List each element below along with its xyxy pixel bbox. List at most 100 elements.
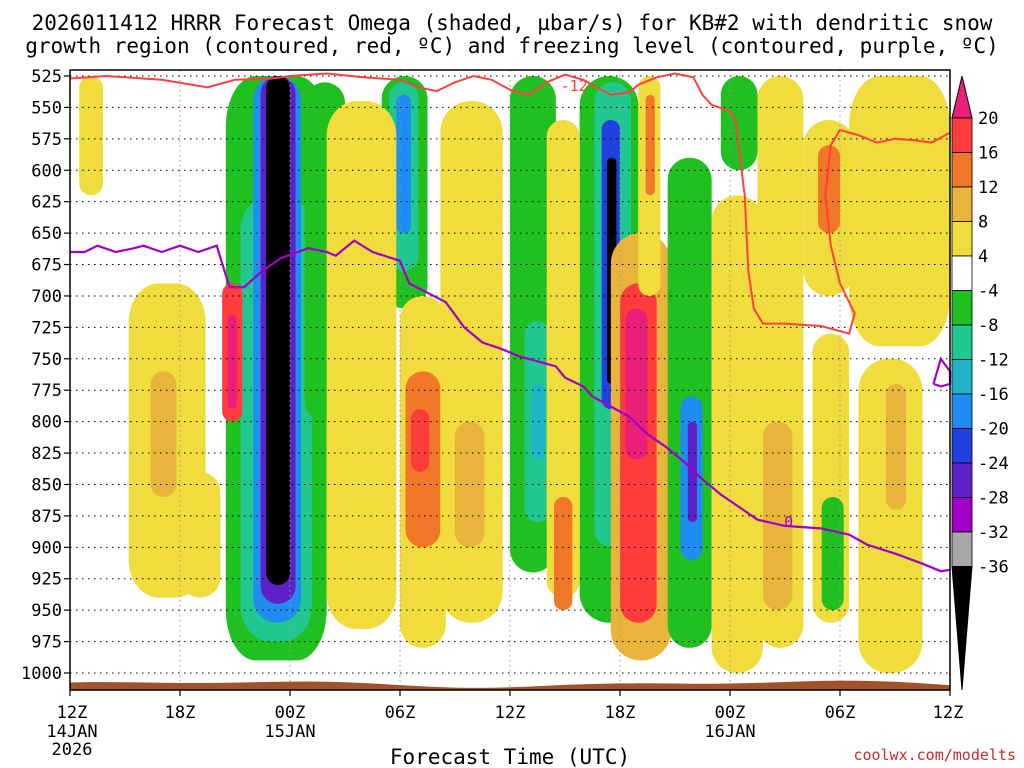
omega-cell xyxy=(885,383,906,510)
contours: -12 0 xyxy=(69,72,952,573)
colorbar-label: -28 xyxy=(978,489,1009,509)
colorbar-label: 12 xyxy=(978,178,998,198)
colorbar-top-arrow xyxy=(951,75,973,119)
omega-cell xyxy=(849,76,950,347)
y-tick-label: 825 xyxy=(31,444,62,464)
omega-cell xyxy=(645,94,655,196)
x-tick-date-label: 14JAN xyxy=(46,722,97,742)
colorbar-label: 16 xyxy=(978,144,998,164)
y-tick-label: 875 xyxy=(31,507,62,527)
y-tick-label: 650 xyxy=(31,224,62,244)
omega-cell xyxy=(455,421,485,548)
omega-cell xyxy=(180,471,221,598)
colorbar-label: -8 xyxy=(978,316,998,336)
colorbar-label: 20 xyxy=(978,109,998,129)
omega-cell xyxy=(411,409,430,472)
colorbar-label: -4 xyxy=(978,282,998,302)
x-tick-label: 00Z xyxy=(275,703,306,723)
x-tick-label: 12Z xyxy=(57,703,88,723)
x-tick-date-label: 16JAN xyxy=(704,722,755,742)
y-tick-label: 750 xyxy=(31,350,62,370)
colorbar-segment xyxy=(951,393,973,429)
colorbar-label: 8 xyxy=(978,213,988,233)
x-tick-year-label: 2026 xyxy=(52,740,93,760)
omega-cell xyxy=(326,101,397,630)
y-tick-label: 550 xyxy=(31,98,62,118)
colorbar-segment xyxy=(951,117,973,153)
y-tick-label: 900 xyxy=(31,538,62,558)
y-axis: 525 550 575 600 625 650 675 700 725 750 775 800 825 8… xyxy=(21,67,70,684)
y-tick-label: 700 xyxy=(31,287,62,307)
x-tick-label: 00Z xyxy=(715,703,746,723)
omega-cell xyxy=(720,76,758,171)
snow-growth-contour xyxy=(69,72,951,335)
omega-cell xyxy=(227,314,237,410)
colorbar-label: 4 xyxy=(978,247,988,267)
y-tick-label: 800 xyxy=(31,413,62,433)
y-tick-label: 600 xyxy=(31,161,62,181)
credit-text: coolwx.com/modelts xyxy=(853,746,1016,764)
colorbar-segment xyxy=(951,290,973,326)
y-tick-label: 975 xyxy=(31,633,62,653)
colorbar-label: -12 xyxy=(978,351,1009,371)
x-tick-label: 18Z xyxy=(605,703,636,723)
omega-cell xyxy=(818,145,840,234)
terrain-surface xyxy=(70,680,950,690)
x-tick-label: 12Z xyxy=(495,703,526,723)
omega-cell xyxy=(554,497,573,611)
snow-growth-contour-label: -12 xyxy=(561,77,588,95)
y-tick-label: 725 xyxy=(31,318,62,338)
x-tick-date-label: 15JAN xyxy=(264,722,315,742)
omega-cell xyxy=(821,497,844,611)
colorbar-label: -20 xyxy=(978,420,1009,440)
colorbar-segment xyxy=(951,324,973,360)
omega-cell xyxy=(266,76,290,586)
y-tick-label: 575 xyxy=(31,130,62,150)
x-axis-label: Forecast Time (UTC) xyxy=(390,745,630,768)
colorbar-segment xyxy=(951,497,973,533)
colorbar-bottom-arrow xyxy=(951,566,973,691)
colorbar-segment xyxy=(951,186,973,222)
x-tick-label: 06Z xyxy=(825,703,856,723)
colorbar: 20 16 12 8 4 -4 -8 -12 -16 -20 -24 -28 -32 -36 xyxy=(951,75,1009,691)
colorbar-segment xyxy=(951,152,973,188)
colorbar-label: -36 xyxy=(978,558,1009,578)
y-tick-label: 850 xyxy=(31,475,62,495)
chart-title-line-2: growth region (contoured, red, ºC) and f… xyxy=(25,34,999,58)
gridlines xyxy=(70,70,950,690)
y-tick-label: 525 xyxy=(31,67,62,87)
omega-cell xyxy=(711,195,763,673)
omega-cell xyxy=(79,76,103,196)
plot-area: -12 0 xyxy=(69,69,952,691)
y-tick-label: 625 xyxy=(31,193,62,213)
freezing-level-contour-label: 0 xyxy=(784,513,793,531)
y-tick-label: 925 xyxy=(31,570,62,590)
x-tick-label: 12Z xyxy=(933,703,964,723)
y-tick-label: 675 xyxy=(31,256,62,276)
y-tick-label: 775 xyxy=(31,381,62,401)
terrain xyxy=(70,680,950,690)
colorbar-segment xyxy=(951,359,973,395)
omega-cell xyxy=(763,421,793,611)
omega-cell xyxy=(625,308,648,460)
colorbar-label: -24 xyxy=(978,454,1009,474)
y-tick-label: 1000 xyxy=(21,664,62,684)
omega-cell xyxy=(396,94,411,234)
omega-cell xyxy=(687,421,697,523)
freezing-level-contour xyxy=(70,239,951,573)
omega-cell xyxy=(150,371,177,498)
omega-cell xyxy=(858,358,923,673)
colorbar-segment xyxy=(951,428,973,464)
colorbar-segment xyxy=(951,462,973,498)
omega-shading xyxy=(79,76,950,673)
x-tick-label: 18Z xyxy=(165,703,196,723)
colorbar-segment xyxy=(951,221,973,257)
x-tick-label: 06Z xyxy=(385,703,416,723)
colorbar-label: -16 xyxy=(978,385,1009,405)
chart-title-line-1: 2026011412 HRRR Forecast Omega (shaded, … xyxy=(32,11,993,35)
colorbar-segment xyxy=(951,255,973,291)
colorbar-segment xyxy=(951,531,973,567)
colorbar-label: -32 xyxy=(978,523,1009,543)
